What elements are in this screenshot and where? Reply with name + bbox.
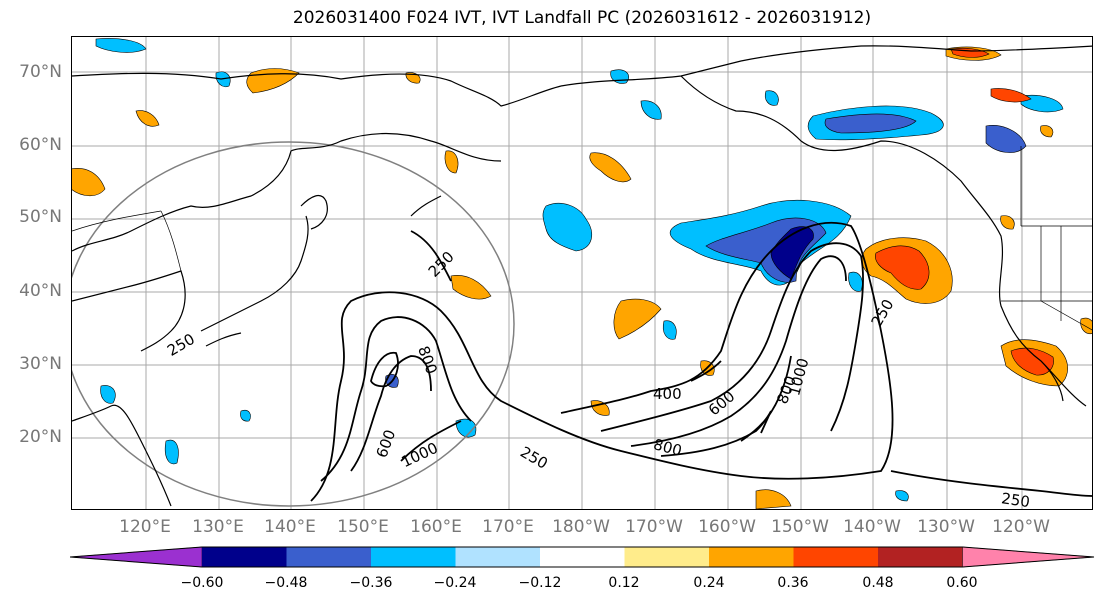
contour-label: 600 xyxy=(373,427,400,460)
contour-label: 800 xyxy=(651,435,683,460)
contour-label: 400 xyxy=(653,385,682,403)
pc-negative-patches xyxy=(95,38,1064,502)
contour-label: 250 xyxy=(868,296,898,330)
contour-label: 1000 xyxy=(399,439,441,471)
lon-label-120w: 120°W xyxy=(992,517,1050,537)
colorbar-segment xyxy=(455,547,540,567)
colorbar-segment xyxy=(371,547,456,567)
lon-label-130e: 130°E xyxy=(192,517,244,537)
colorbar-segment xyxy=(540,547,625,567)
colorbar-tick: −0.48 xyxy=(264,575,308,591)
coastlines xyxy=(72,45,1092,507)
lon-label-120e: 120°E xyxy=(119,517,171,537)
contour-label: 250 xyxy=(1000,489,1031,510)
colorbar-segment xyxy=(962,546,1095,568)
colorbar-segment xyxy=(70,546,203,568)
colorbar-segment xyxy=(709,547,794,567)
lon-label-140w: 140°W xyxy=(843,517,901,537)
political-borders xyxy=(72,146,1092,331)
lon-label-150w: 150°W xyxy=(771,517,829,537)
contour-label: 800 xyxy=(773,373,800,406)
lon-label-170e: 170°E xyxy=(482,517,534,537)
lat-label-50: 50°N xyxy=(19,207,62,227)
contour-label: 250 xyxy=(517,443,551,473)
lat-label-40: 40°N xyxy=(19,281,62,301)
lon-label-150e: 150°E xyxy=(337,517,389,537)
landfall-radius-circle xyxy=(72,141,515,507)
colorbar-tick: 0.60 xyxy=(946,575,978,591)
lat-label-30: 30°N xyxy=(19,354,62,374)
lat-label-60: 60°N xyxy=(19,135,62,155)
ivt-contours xyxy=(310,221,1092,502)
colorbar-tick: −0.24 xyxy=(433,575,477,591)
colorbar-segment xyxy=(793,547,878,567)
pc-positive-patches xyxy=(72,46,1092,509)
lon-label-180w: 180°W xyxy=(552,517,610,537)
contour-labels: 250 250 600 800 1000 250 400 600 800 100… xyxy=(164,248,1031,510)
lat-label-70: 70°N xyxy=(19,62,62,82)
colorbar-tick: −0.36 xyxy=(349,575,393,591)
colorbar-tick: −0.12 xyxy=(518,575,562,591)
colorbar-tick: 0.36 xyxy=(777,575,809,591)
lon-label-140e: 140°E xyxy=(264,517,316,537)
lat-label-20: 20°N xyxy=(19,427,62,447)
lon-label-130w: 130°W xyxy=(917,517,975,537)
colorbar-segment xyxy=(878,547,963,567)
colorbar-tick: −0.60 xyxy=(180,575,224,591)
colorbar-segment xyxy=(624,547,709,567)
colorbar-tick: 0.12 xyxy=(608,575,640,591)
lon-label-160w: 160°W xyxy=(698,517,756,537)
map-title: 2026031400 F024 IVT, IVT Landfall PC (20… xyxy=(292,8,872,28)
map-panel: 250 250 600 800 1000 250 400 600 800 100… xyxy=(71,36,1093,510)
colorbar-segment xyxy=(286,547,371,567)
map-svg: 250 250 600 800 1000 250 400 600 800 100… xyxy=(72,37,1092,510)
contour-label: 250 xyxy=(164,330,198,360)
colorbar-tick: 0.24 xyxy=(693,575,725,591)
colorbar-outline xyxy=(70,546,1095,568)
lon-label-160e: 160°E xyxy=(410,517,462,537)
colorbar xyxy=(70,546,1095,568)
lon-label-170w: 170°W xyxy=(625,517,683,537)
colorbar-segment xyxy=(202,547,287,567)
colorbar-tick: 0.48 xyxy=(862,575,894,591)
